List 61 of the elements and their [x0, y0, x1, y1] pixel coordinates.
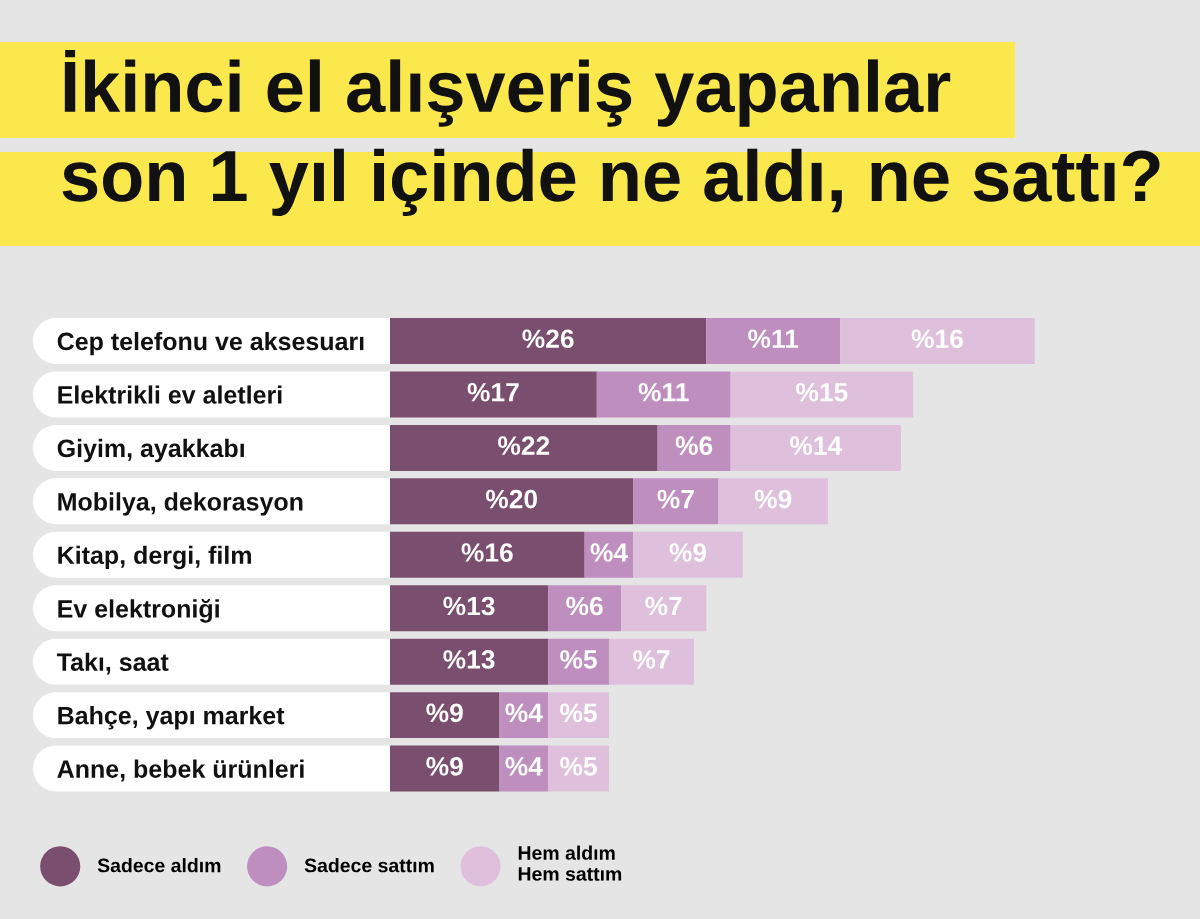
bar — [633, 478, 719, 525]
data-label: %6 — [675, 436, 713, 455]
bar — [730, 424, 901, 471]
data-label: %13 — [443, 650, 495, 669]
data-label: %17 — [467, 382, 519, 402]
data-label: %7 — [633, 650, 670, 669]
legend-label: Sadece sattım — [304, 858, 434, 873]
data-label: %9 — [426, 756, 463, 776]
bar — [633, 531, 743, 578]
legend-label: Hem aldım Hem sattım — [518, 845, 622, 881]
y-tick-label: Ev elektroniği — [58, 599, 219, 623]
bar — [390, 424, 658, 471]
y-tick-label: Takı, saat — [56, 652, 169, 675]
data-label: %7 — [645, 596, 682, 616]
bar — [706, 318, 841, 364]
data-label: %4 — [505, 757, 543, 776]
data-label: %15 — [796, 382, 848, 402]
data-label: %7 — [657, 489, 694, 509]
data-label: %4 — [590, 543, 628, 562]
data-label: %16 — [461, 543, 513, 562]
data-label: %9 — [754, 489, 792, 509]
y-tick-label: Mobilya, dekorasyon — [58, 492, 303, 516]
y-tick-label: Cep telefonu ve aksesuarı — [57, 331, 364, 356]
bar — [390, 692, 500, 739]
data-label: %11 — [638, 382, 689, 402]
bar — [390, 531, 585, 578]
data-label: %6 — [566, 596, 603, 616]
data-label: %11 — [748, 329, 799, 349]
bar — [390, 318, 707, 364]
chart-title: İkinci el alışveriş yapanlar son 1 yıl içinde ne aldı, ne sattı? — [62, 50, 1160, 217]
bar — [548, 585, 622, 632]
bar — [390, 371, 597, 418]
y-tick-label: Anne, bebek ürünleri — [57, 759, 304, 782]
bar — [840, 318, 1035, 364]
data-label: %20 — [485, 489, 537, 509]
y-tick-label: Kitap, dergi, film — [58, 545, 251, 570]
bar — [730, 371, 914, 418]
data-label: %5 — [560, 757, 597, 776]
bar — [596, 371, 731, 418]
bar — [390, 585, 549, 632]
bar — [390, 638, 549, 685]
bar — [608, 638, 695, 685]
data-label: %22 — [498, 436, 550, 455]
data-label: %5 — [560, 650, 597, 669]
y-tick-label: Bahçe, yapı market — [58, 706, 285, 730]
y-tick-label: Giyim, ayakkabı — [57, 438, 244, 463]
legend-label: Sadece aldım — [97, 858, 221, 873]
data-label: %13 — [443, 596, 495, 616]
bar — [621, 585, 707, 632]
data-label: %14 — [790, 436, 843, 455]
data-label: %16 — [911, 329, 963, 349]
data-label: %26 — [522, 329, 574, 349]
bar — [718, 478, 828, 525]
bar — [657, 424, 731, 471]
data-label: %9 — [669, 543, 707, 562]
y-tick-label: Elektrikli ev aletleri — [58, 385, 282, 404]
data-label: %5 — [560, 703, 597, 723]
data-label: %9 — [426, 703, 463, 723]
data-label: %4 — [505, 703, 543, 723]
bar — [390, 478, 634, 525]
bar — [390, 745, 500, 792]
